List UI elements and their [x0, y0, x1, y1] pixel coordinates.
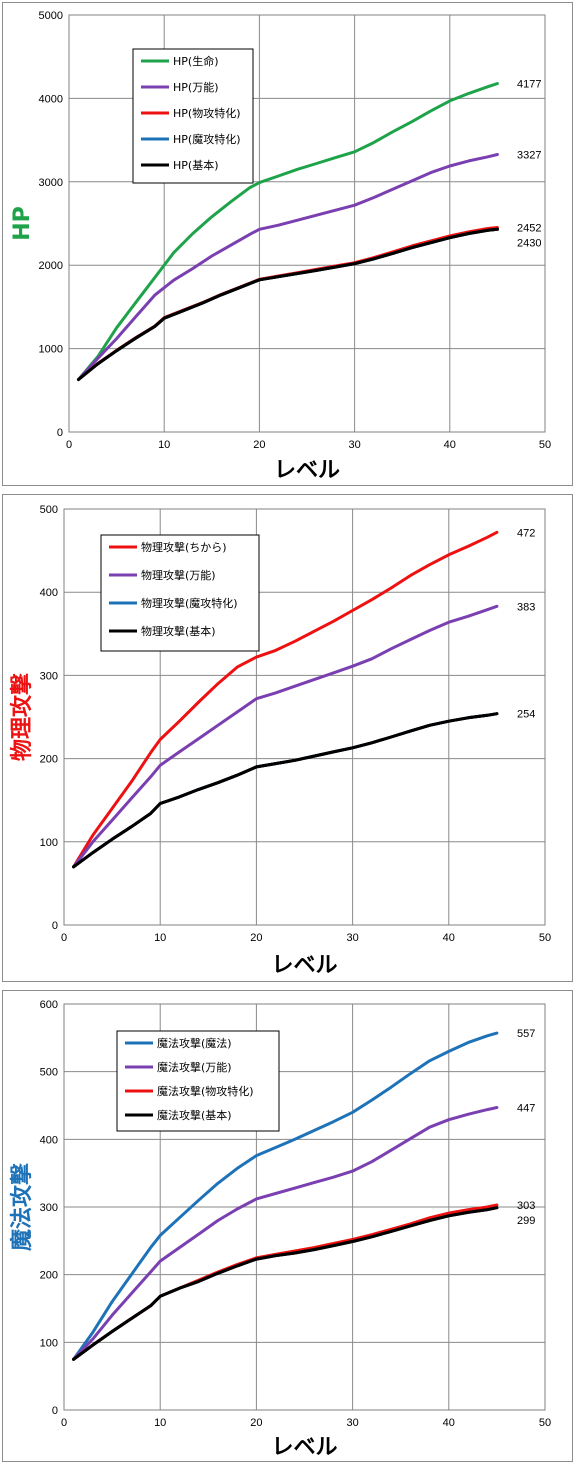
y-tick-label: 1000: [39, 344, 63, 356]
hp-chart-panel: 0 1000 2000 3000 4000 5000 0 10 20 30 40 50 4177 3327…: [2, 2, 573, 486]
x-tick-label: 50: [539, 1417, 551, 1429]
legend-entry: HP(基本): [173, 158, 219, 172]
series-line-2: [77, 226, 499, 381]
legend-entry: 魔法攻撃(物攻特化): [157, 1084, 254, 1098]
x-tick-label: 40: [443, 932, 455, 944]
legend-entry: 物理攻撃(ちから): [141, 540, 227, 554]
y-tick-label: 2000: [39, 260, 63, 272]
legend-entry: 魔法攻撃(基本): [157, 1108, 232, 1122]
end-value-label: 2430: [517, 238, 541, 250]
y-tick-label: 5000: [39, 10, 63, 22]
y-tick-label: 0: [52, 920, 58, 932]
x-tick-label: 10: [154, 932, 166, 944]
legend-entry: 物理攻撃(魔攻特化): [141, 596, 238, 610]
x-axis-title: レベル: [274, 458, 340, 483]
magic-attack-chart-panel: 0 100 200 300 400 500 600 0 10 20 30 40 50 557 447 303 2…: [2, 990, 573, 1462]
end-value-label: 2452: [517, 223, 541, 235]
series-line-0: [72, 1031, 499, 1361]
legend-entry: 魔法攻撃(万能): [157, 1060, 232, 1074]
end-value-label: 303: [517, 1200, 535, 1212]
legend: [132, 48, 254, 184]
x-tick-label: 0: [61, 1417, 67, 1429]
end-value-label: 3327: [517, 150, 541, 162]
x-axis-title: レベル: [271, 1435, 337, 1460]
series-line-0: [72, 530, 499, 869]
series-line-basic-top: [72, 712, 499, 869]
plot-area: [63, 1003, 546, 1411]
y-axis-title: 物理攻撃: [9, 673, 35, 761]
end-value-label: 254: [517, 709, 535, 721]
y-tick-label: 100: [40, 1337, 58, 1349]
y-axis-title: 魔法攻撃: [9, 1163, 35, 1251]
y-tick-label: 500: [40, 504, 58, 516]
y-tick-label: 200: [40, 754, 58, 766]
end-value-label: 299: [517, 1215, 535, 1227]
magic-attack-chart: 0 100 200 300 400 500 600 0 10 20 30 40 50 557 447 303 2…: [9, 999, 551, 1460]
y-tick-label: 100: [40, 837, 58, 849]
legend-entry: HP(物攻特化): [173, 106, 241, 120]
series-line-3: [77, 227, 499, 381]
series-line-0: [77, 82, 499, 381]
x-tick-label: 0: [66, 439, 72, 451]
x-axis-title: レベル: [271, 953, 337, 978]
x-tick-label: 10: [158, 439, 170, 451]
x-tick-label: 40: [443, 1417, 455, 1429]
y-tick-label: 400: [40, 587, 58, 599]
y-tick-label: 0: [57, 427, 63, 439]
series-line-basic-top: [77, 227, 499, 381]
y-tick-label: 300: [40, 670, 58, 682]
end-value-label: 472: [517, 527, 535, 539]
x-tick-label: 30: [348, 439, 360, 451]
y-tick-label: 3000: [39, 177, 63, 189]
plot-area: [63, 508, 546, 926]
x-tick-label: 20: [250, 932, 262, 944]
y-tick-label: 200: [40, 1270, 58, 1282]
series-line-1: [72, 604, 499, 869]
x-tick-label: 20: [250, 1417, 262, 1429]
y-tick-label: 500: [40, 1067, 58, 1079]
legend-entry: HP(生命): [173, 54, 219, 68]
series-line-3: [72, 1206, 499, 1361]
physical-attack-chart: 0 100 200 300 400 500 0 10 20 30 40 50 472 383 254 レベル 物…: [9, 504, 551, 978]
legend-entry: 物理攻撃(万能): [141, 568, 216, 582]
legend-entry: HP(万能): [173, 80, 219, 94]
end-value-label: 4177: [517, 79, 541, 91]
x-tick-label: 40: [444, 439, 456, 451]
end-value-label: 447: [517, 1103, 535, 1115]
x-tick-label: 0: [61, 932, 67, 944]
y-tick-label: 300: [40, 1202, 58, 1214]
series-line-1: [72, 1106, 499, 1361]
series-line-2: [72, 1203, 499, 1361]
y-tick-label: 0: [52, 1405, 58, 1417]
y-tick-label: 4000: [39, 93, 63, 105]
series-line-basic-top: [72, 1206, 499, 1361]
plot-area: [68, 14, 546, 433]
x-tick-label: 30: [346, 1417, 358, 1429]
x-tick-label: 30: [346, 932, 358, 944]
series-line-4: [77, 227, 499, 381]
legend-entry: 魔法攻撃(魔法): [157, 1036, 232, 1050]
y-tick-label: 400: [40, 1134, 58, 1146]
end-value-label: 557: [517, 1028, 535, 1040]
x-tick-label: 50: [539, 439, 551, 451]
x-tick-label: 10: [154, 1417, 166, 1429]
hp-chart: 0 1000 2000 3000 4000 5000 0 10 20 30 40 50 4177 3327…: [10, 10, 551, 483]
y-axis-title: HP: [10, 206, 35, 241]
legend-entry: HP(魔攻特化): [173, 132, 241, 146]
series-line-1: [77, 153, 499, 381]
end-value-label: 383: [517, 601, 535, 613]
legend-entry: 物理攻撃(基本): [141, 624, 216, 638]
physical-attack-chart-panel: 0 100 200 300 400 500 0 10 20 30 40 50 472 383 254 レベル 物…: [2, 494, 573, 982]
x-tick-label: 20: [253, 439, 265, 451]
y-tick-label: 600: [40, 999, 58, 1011]
x-tick-label: 50: [539, 932, 551, 944]
